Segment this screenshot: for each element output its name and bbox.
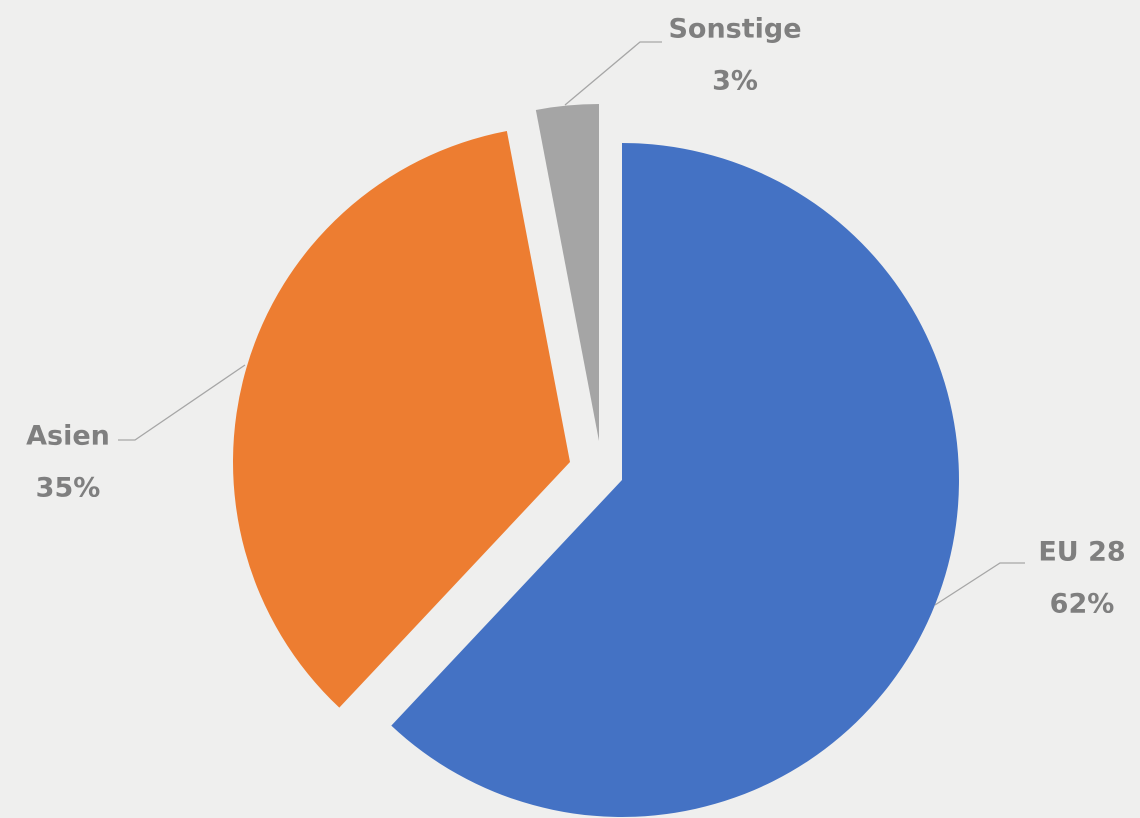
leader-line — [564, 41, 662, 106]
slice-value-label: 3% — [712, 66, 758, 97]
pie-slice — [391, 143, 959, 817]
leader-line — [934, 562, 1025, 606]
pie-slice — [233, 130, 570, 708]
slice-value-label: 62% — [1050, 589, 1115, 620]
pie-slice — [535, 104, 599, 441]
slice-label: Asien — [26, 421, 110, 452]
slice-value-label: 35% — [36, 473, 101, 504]
slice-label: EU 28 — [1038, 537, 1125, 568]
leader-line — [118, 364, 246, 441]
slice-label: Sonstige — [668, 14, 801, 45]
